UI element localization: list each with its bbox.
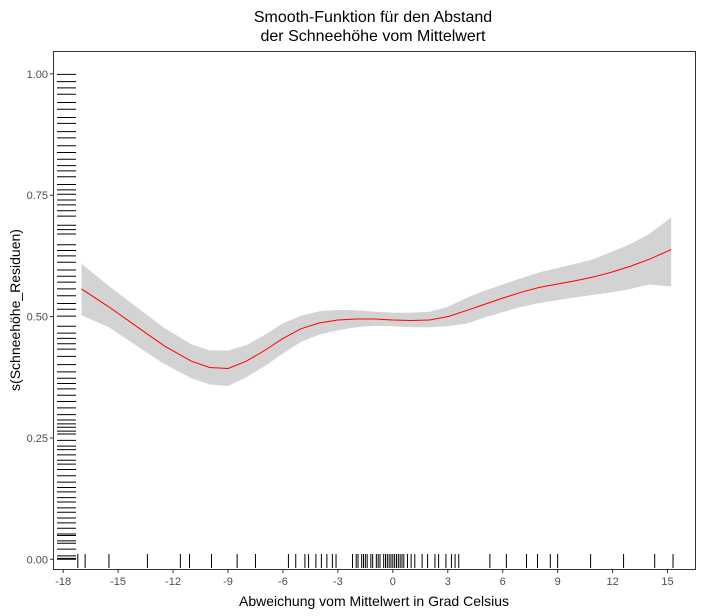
x-tick-label: 15	[661, 576, 673, 588]
y-tick-label: 0.75	[27, 190, 48, 202]
x-tick-label: 6	[500, 576, 506, 588]
x-axis-title: Abweichung vom Mittelwert in Grad Celsiu…	[239, 593, 509, 609]
x-tick-label: -6	[278, 576, 288, 588]
x-tick-label: 3	[445, 576, 451, 588]
axes: -18 -15 -12 -9 -6 -3 0 3 6 9 12 15 0.00 0.25 0.50 0.75 1…	[27, 69, 674, 588]
x-tick-label: 9	[555, 576, 561, 588]
x-tick-label: -15	[110, 576, 126, 588]
y-tick-label: 1.00	[27, 69, 48, 81]
x-tick-label: 12	[606, 576, 618, 588]
smooth-line	[81, 249, 672, 370]
chart-title-line-2: der Schneehöhe vom Mittelwert	[261, 28, 487, 45]
y-tick-label: 0.50	[27, 312, 48, 324]
x-tick-label: -3	[333, 576, 343, 588]
y-axis-title: s(Schneehöhe_Residuen)	[7, 229, 23, 391]
x-tick-label: 0	[390, 576, 396, 588]
x-tick-label: -9	[223, 576, 233, 588]
y-tick-label: 0.25	[27, 433, 48, 445]
y-tick-label: 0.00	[27, 554, 48, 566]
panel-border	[53, 51, 696, 570]
plot-area	[57, 73, 674, 568]
chart-title-line-1: Smooth-Funktion für den Abstand	[254, 9, 492, 26]
x-tick-label: -12	[165, 576, 181, 588]
x-tick-label: -18	[55, 576, 71, 588]
